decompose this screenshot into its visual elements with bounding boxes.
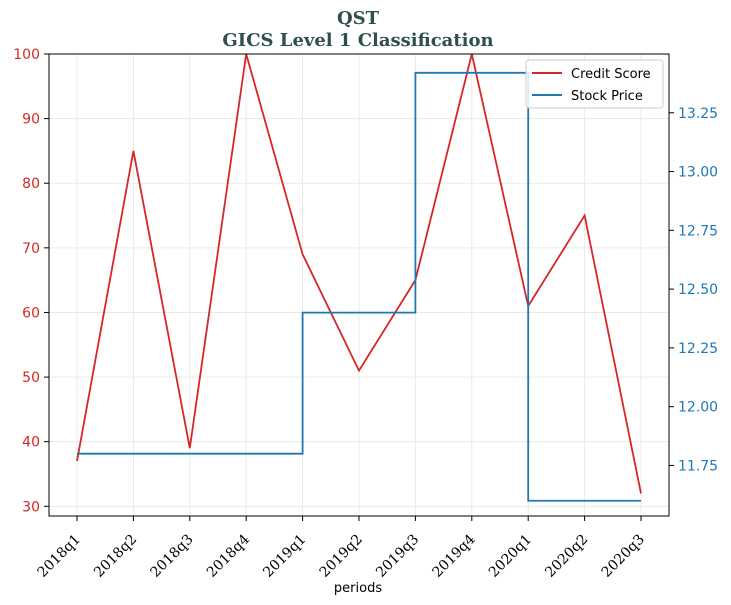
legend: Credit Score Stock Price	[525, 59, 664, 109]
left-tick-label: 80	[22, 176, 40, 192]
x-tick-label: 2019q3	[373, 532, 422, 581]
right-tick-label: 12.00	[678, 400, 718, 416]
left-tick-label: 50	[22, 370, 40, 386]
x-tick-label: 2018q1	[35, 532, 84, 581]
right-tick-label: 13.25	[678, 106, 718, 122]
left-tick-label: 40	[22, 435, 40, 451]
right-tick-label: 12.25	[678, 341, 718, 357]
x-tick-label: 2018q2	[91, 532, 140, 581]
x-tick-label: 2020q2	[542, 532, 591, 581]
right-tick-label: 12.75	[678, 223, 718, 239]
chart-subtitle: GICS Level 1 Classification	[222, 30, 493, 51]
left-tick-label: 30	[22, 499, 40, 515]
right-tick-label: 11.75	[678, 458, 718, 474]
x-axis-label: periods	[334, 581, 382, 596]
legend-label-stock-price: Stock Price	[571, 89, 643, 104]
legend-label-credit-score: Credit Score	[571, 67, 651, 82]
left-tick-label: 100	[13, 47, 40, 63]
x-tick-label: 2020q1	[486, 532, 535, 581]
right-tick-label: 13.00	[678, 165, 718, 181]
series-line-stock-price	[77, 71, 641, 502]
chart-title: QST	[337, 8, 380, 29]
x-axis: 2018q1 2018q2 2018q3 2018q4 2019q1 2019q2 2019…	[35, 516, 648, 581]
series-line-credit-score	[76, 53, 642, 494]
x-tick-label: 2020q3	[599, 532, 648, 581]
right-tick-label: 12.50	[678, 282, 718, 298]
x-tick-label: 2019q2	[317, 532, 366, 581]
left-axis: 30 40 50 60 70 80 90 100	[13, 47, 49, 515]
left-tick-label: 70	[22, 241, 40, 257]
left-tick-label: 60	[22, 305, 40, 321]
x-tick-label: 2018q3	[147, 532, 196, 581]
left-tick-label: 90	[22, 112, 40, 128]
x-tick-label: 2019q4	[429, 531, 478, 580]
x-tick-label: 2019q1	[260, 532, 309, 581]
grid	[49, 53, 669, 516]
right-axis: 11.75 12.00 12.25 12.50 12.75 13.00 13.25	[669, 106, 718, 474]
series-layer	[76, 53, 642, 502]
x-tick-label: 2018q4	[204, 531, 253, 580]
